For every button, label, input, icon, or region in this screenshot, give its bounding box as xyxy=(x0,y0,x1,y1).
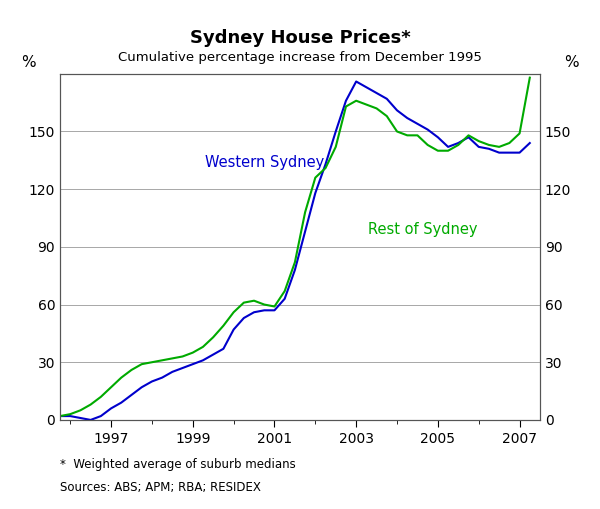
Title: Sydney House Prices*: Sydney House Prices* xyxy=(190,29,410,47)
Text: *  Weighted average of suburb medians: * Weighted average of suburb medians xyxy=(60,458,296,471)
Text: %: % xyxy=(564,55,578,70)
Text: Rest of Sydney: Rest of Sydney xyxy=(368,222,478,237)
Text: Sources: ABS; APM; RBA; RESIDEX: Sources: ABS; APM; RBA; RESIDEX xyxy=(60,481,261,494)
Text: Western Sydney: Western Sydney xyxy=(205,155,324,170)
Text: Cumulative percentage increase from December 1995: Cumulative percentage increase from Dece… xyxy=(118,50,482,64)
Text: %: % xyxy=(22,55,36,70)
